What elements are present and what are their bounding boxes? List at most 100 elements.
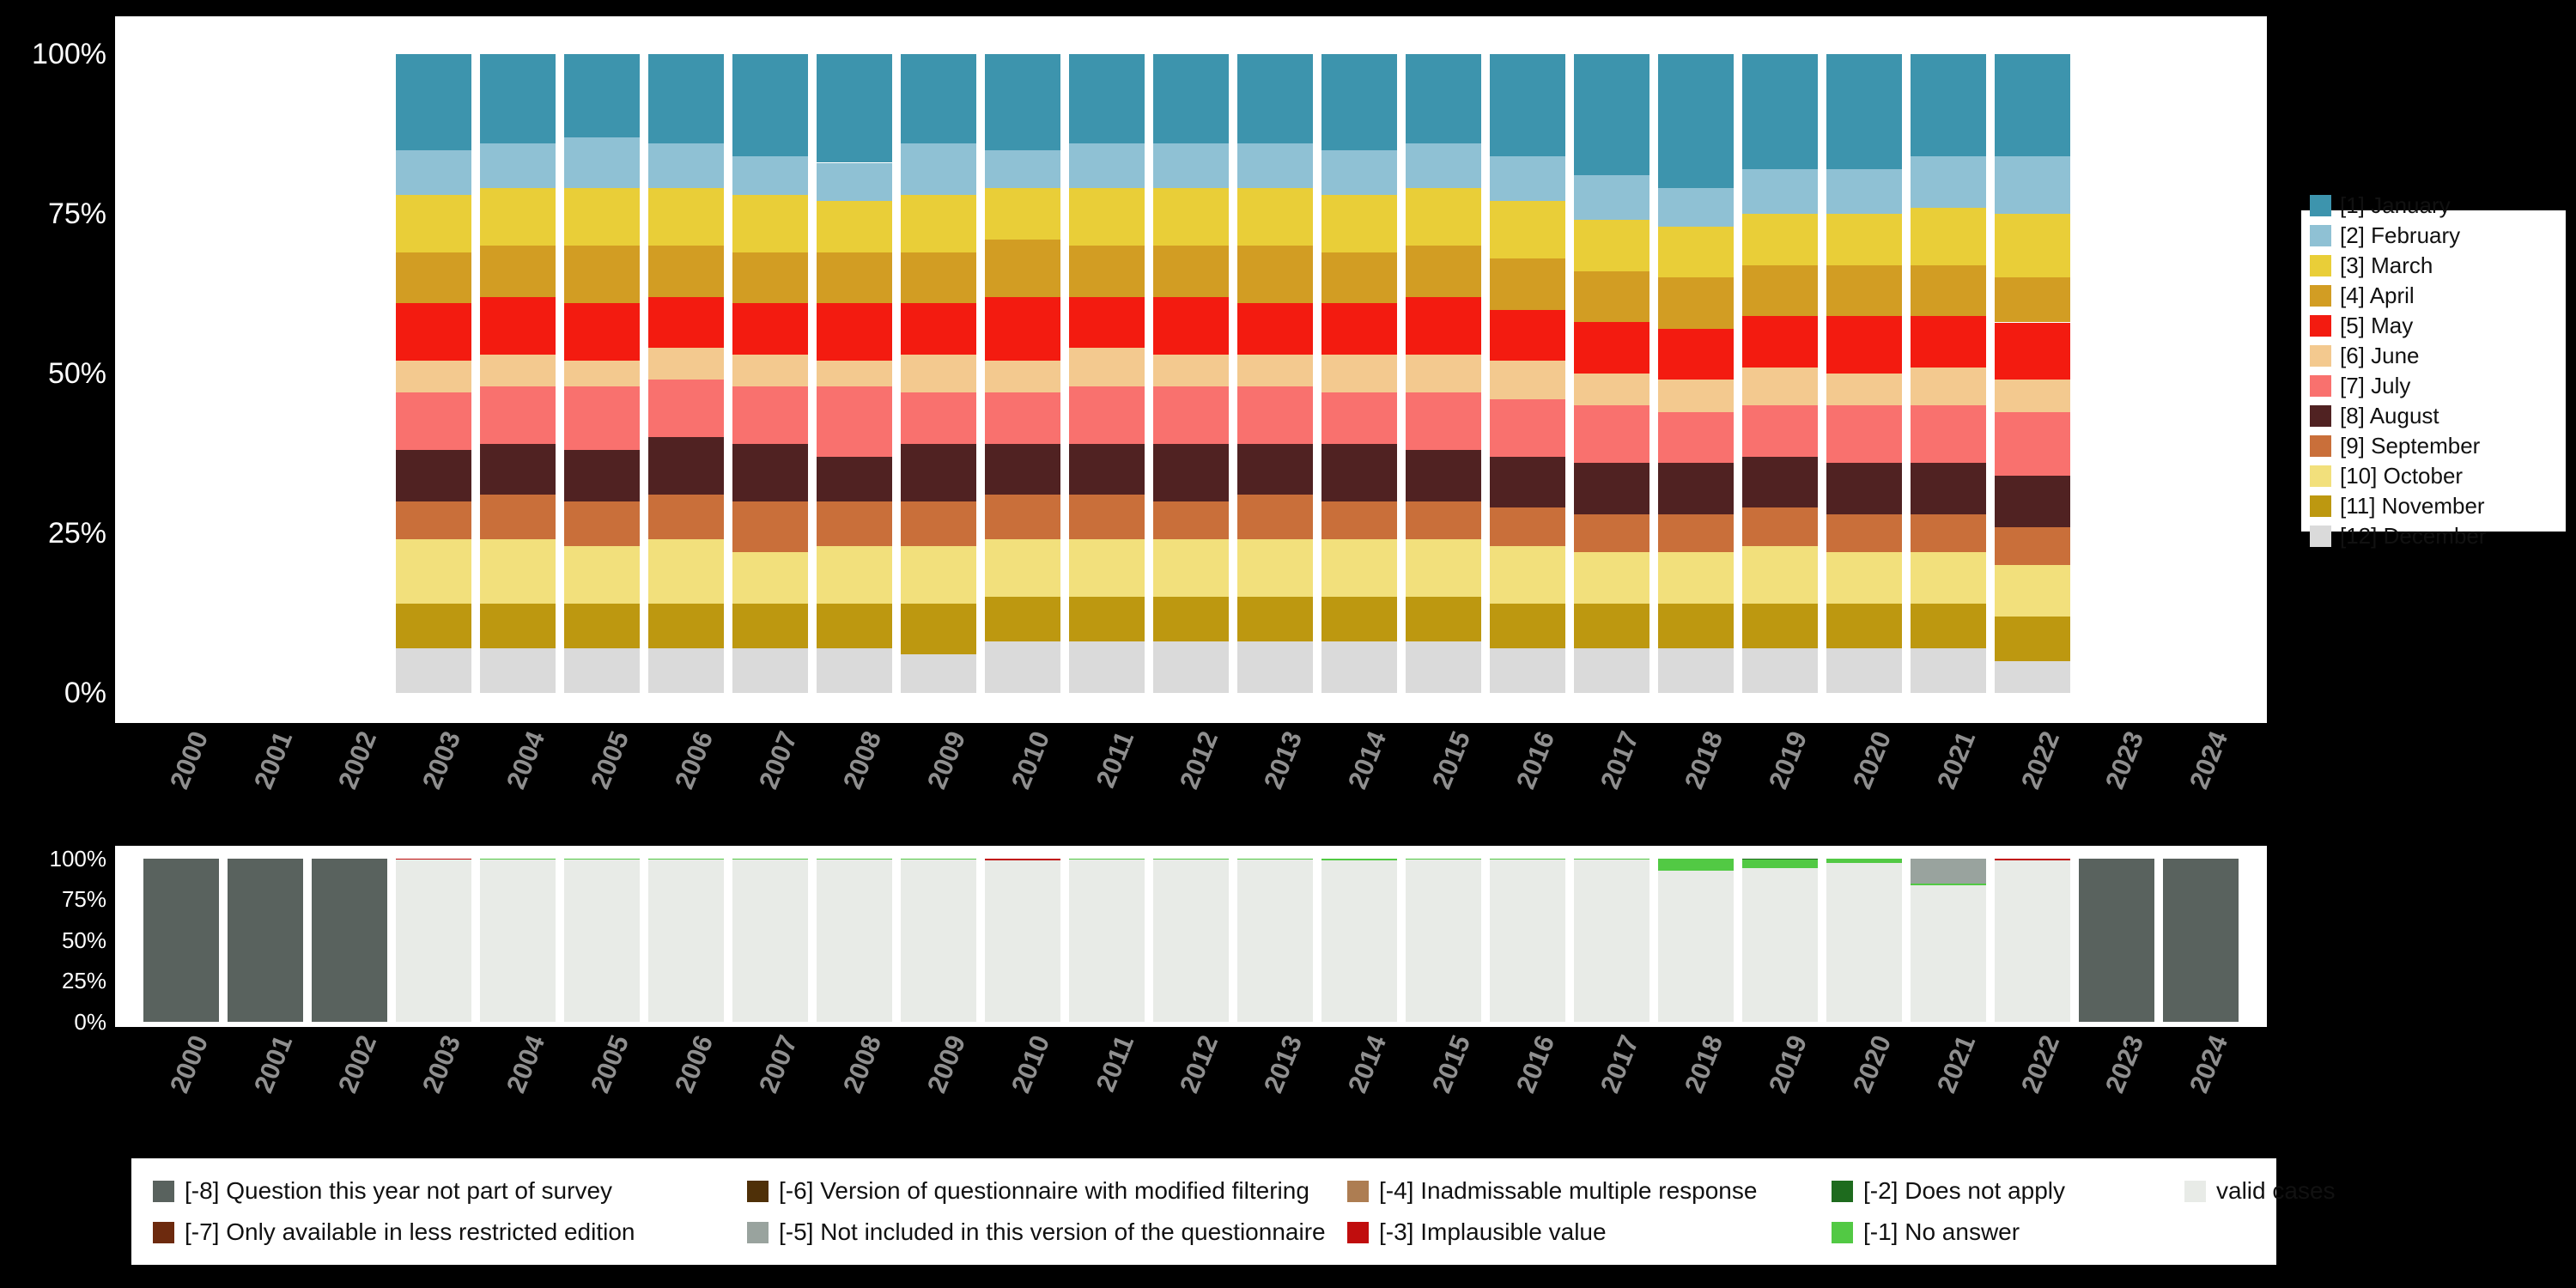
legend-swatch-icon xyxy=(153,1221,174,1243)
legend-label: [-7] Only available in less restricted e… xyxy=(185,1218,635,1245)
legend-label: [8] August xyxy=(2340,403,2439,428)
bar-segment xyxy=(1658,859,1734,872)
bar-segment xyxy=(1995,526,2070,566)
bar-segment xyxy=(732,501,808,553)
bar-segment xyxy=(480,296,556,355)
bar-segment xyxy=(1321,443,1397,501)
legend-label: [-6] Version of questionnaire with modif… xyxy=(779,1177,1309,1204)
bar-segment xyxy=(1069,296,1145,349)
bar-segment xyxy=(817,859,892,1022)
legend-item: [1] January xyxy=(2310,192,2557,219)
legend-label: [-2] Does not apply xyxy=(1863,1177,2066,1204)
x-axis-year-label: 2002 xyxy=(331,726,383,793)
bar-segment xyxy=(901,143,976,195)
bar-segment xyxy=(396,361,471,393)
bar-segment xyxy=(1574,647,1649,693)
bar-segment xyxy=(732,252,808,304)
bar-segment xyxy=(1069,539,1145,598)
legend-item: [11] November xyxy=(2310,493,2557,519)
bar-segment xyxy=(564,188,640,246)
bar-segment xyxy=(1658,647,1734,693)
bar-segment xyxy=(1153,296,1229,355)
bar-segment xyxy=(396,501,471,540)
bar-segment xyxy=(396,303,471,361)
bar-segment xyxy=(1658,513,1734,553)
x-axis-year-label: 2020 xyxy=(1846,726,1898,793)
bar-segment xyxy=(985,54,1060,150)
bar-segment xyxy=(901,303,976,355)
legend-swatch-icon xyxy=(153,1180,174,1202)
bar-segment xyxy=(564,860,640,1022)
bar-segment xyxy=(901,501,976,546)
bar-segment xyxy=(1237,188,1313,246)
bar-segment xyxy=(1153,597,1229,642)
bar-segment xyxy=(1237,54,1313,144)
y-tick-label: 0% xyxy=(74,1009,106,1035)
bar-segment xyxy=(985,392,1060,444)
x-axis-year-label: 2001 xyxy=(247,1030,299,1097)
legend-item: [3] March xyxy=(2310,252,2557,279)
bar-segment xyxy=(1995,660,2070,693)
y-tick-label: 0% xyxy=(64,677,106,709)
x-axis-year-label: 2011 xyxy=(1090,1030,1140,1097)
legend-swatch-icon xyxy=(2310,345,2331,367)
bar-segment xyxy=(480,354,556,386)
legend-item: [8] August xyxy=(2310,403,2557,429)
bar-segment xyxy=(564,647,640,693)
bar-segment xyxy=(1069,443,1145,495)
bar-segment xyxy=(480,443,556,495)
bar-segment xyxy=(901,859,976,860)
bar-segment xyxy=(1153,354,1229,386)
x-axis-year-label: 2014 xyxy=(1341,1030,1393,1097)
bar-segment xyxy=(1995,616,2070,661)
bar-segment xyxy=(564,246,640,304)
bar-segment xyxy=(1574,513,1649,553)
bar-segment xyxy=(1237,859,1313,1022)
y-tick-label: 100% xyxy=(32,38,106,70)
bar-segment xyxy=(480,246,556,297)
bar-segment xyxy=(564,545,640,604)
x-axis-year-label: 2006 xyxy=(668,726,720,793)
bar-segment xyxy=(564,501,640,546)
bar-segment xyxy=(480,188,556,246)
bar-segment xyxy=(1153,188,1229,246)
bar-segment xyxy=(901,654,976,693)
x-axis-year-label: 2017 xyxy=(1594,726,1645,793)
bar-segment xyxy=(1658,226,1734,278)
bar-segment xyxy=(1490,361,1565,399)
bar-segment xyxy=(1658,277,1734,329)
x-axis-year-label: 2000 xyxy=(163,1030,215,1097)
top-x-axis: 2000 2001 2002 2003 2004 2005 2006 2007 2008 2009… xyxy=(0,726,2576,844)
bar-segment xyxy=(480,859,556,860)
bar-segment xyxy=(1153,143,1229,189)
x-axis-year-label: 2017 xyxy=(1594,1030,1645,1097)
bar-segment xyxy=(901,54,976,144)
missing-values-legend: [-8] Question this year not part of surv… xyxy=(131,1158,2336,1265)
bar-segment xyxy=(1321,54,1397,150)
legend-swatch-icon xyxy=(2310,405,2331,427)
bar-segment xyxy=(1574,603,1649,648)
legend-swatch-icon xyxy=(2310,495,2331,517)
x-axis-year-label: 2013 xyxy=(1257,1030,1309,1097)
bar-segment xyxy=(1406,188,1481,246)
legend-label: [-8] Question this year not part of surv… xyxy=(185,1177,613,1204)
bar-segment xyxy=(1237,641,1313,693)
x-axis-year-label: 2024 xyxy=(2183,1030,2234,1097)
x-axis-year-label: 2005 xyxy=(584,1030,635,1097)
bar-segment xyxy=(732,354,808,386)
bar-segment xyxy=(817,545,892,604)
bar-segment xyxy=(1742,507,1818,546)
bar-segment xyxy=(396,392,471,451)
bar-segment xyxy=(1069,188,1145,246)
legend-item: [-4] Inadmissable multiple response xyxy=(1347,1177,1832,1205)
legend-swatch-icon xyxy=(2310,255,2331,276)
bar-segment xyxy=(985,859,1060,861)
legend-swatch-icon xyxy=(2310,315,2331,337)
x-axis-year-label: 2010 xyxy=(1005,1030,1056,1097)
bar-segment xyxy=(1406,641,1481,693)
bar-segment xyxy=(564,450,640,501)
x-axis-year-label: 2003 xyxy=(416,1030,467,1097)
bar-segment xyxy=(1658,54,1734,189)
x-axis-year-label: 2012 xyxy=(1173,1030,1224,1097)
